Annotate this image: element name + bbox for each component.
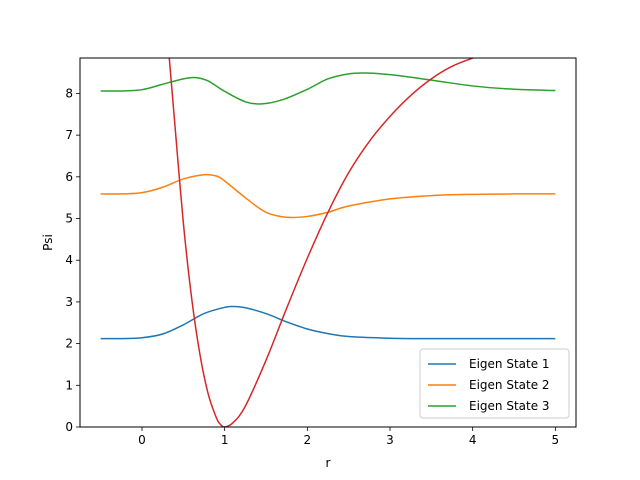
- y-tick-label: 6: [65, 170, 73, 184]
- y-tick-label: 2: [65, 337, 73, 351]
- series-line-eigen-state-1: [100, 305, 556, 340]
- x-tick-label: 0: [138, 433, 146, 447]
- x-axis-label: r: [326, 456, 331, 470]
- y-tick-label: 5: [65, 212, 73, 226]
- y-tick-label: 4: [65, 253, 73, 267]
- legend-label: Eigen State 2: [469, 378, 550, 392]
- series-line-eigen-state-3: [100, 72, 556, 105]
- x-tick-label: 1: [221, 433, 229, 447]
- legend: Eigen State 1 Eigen State 2 Eigen State 3: [419, 348, 570, 419]
- legend-box: [419, 348, 570, 419]
- series-line-eigen-state-2: [100, 173, 556, 219]
- y-tick-label: 0: [65, 420, 73, 434]
- x-tick-label: 3: [386, 433, 394, 447]
- y-tick-label: 1: [65, 378, 73, 392]
- x-tick-label: 2: [304, 433, 312, 447]
- y-axis-label: Psi: [41, 234, 55, 251]
- y-axis-ticks: 0 1 2 3 4 5 6 7 8: [65, 86, 80, 434]
- y-tick-label: 7: [65, 128, 73, 142]
- x-axis-ticks: 0 1 2 3 4 5: [138, 427, 559, 447]
- legend-label: Eigen State 3: [469, 399, 550, 413]
- series-line-potential-curve: [168, 58, 475, 427]
- x-tick-label: 4: [469, 433, 477, 447]
- plot-frame: [79, 57, 577, 428]
- y-tick-label: 3: [65, 295, 73, 309]
- series-layer: [100, 58, 556, 427]
- y-tick-label: 8: [65, 86, 73, 100]
- legend-label: Eigen State 1: [469, 357, 550, 371]
- x-tick-label: 5: [552, 433, 560, 447]
